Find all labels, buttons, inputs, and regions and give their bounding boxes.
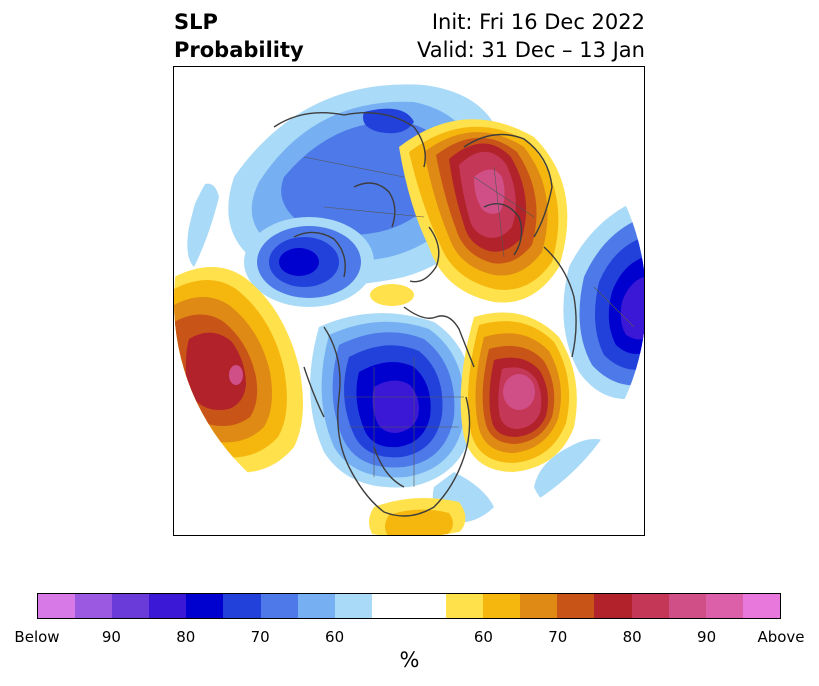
colorbar-segment (75, 594, 113, 618)
colorbar-segment (446, 594, 484, 618)
title-valid-range: Valid: 31 Dec – 13 Jan (416, 38, 645, 62)
colorbar-segment (483, 594, 521, 618)
title-variable: SLP (174, 10, 218, 34)
colorbar-tick-label: 60 (473, 628, 493, 646)
colorbar-segment (334, 594, 372, 618)
colorbar-segment (149, 594, 187, 618)
title-type: Probability (174, 38, 304, 62)
map-title-right: Init: Fri 16 Dec 2022 Valid: 31 Dec – 13… (417, 8, 645, 64)
colorbar-segment (186, 594, 224, 618)
atlantic-high-region (460, 312, 577, 472)
colorbar-segment (668, 594, 706, 618)
colorbar-tick-label: 90 (697, 628, 717, 646)
colorbar-tick-label: 60 (325, 628, 345, 646)
colorbar-tick-label: 80 (622, 628, 642, 646)
colorbar-segment (742, 594, 780, 618)
pacific-streak (187, 183, 219, 267)
colorbar-ticks: Below 90 80 70 60 60 70 80 90 Above (14, 626, 804, 646)
colorbar-segment (705, 594, 743, 618)
siberia-low-region (563, 197, 644, 400)
colorbar-segment (38, 594, 76, 618)
colorbar-tick-label: 70 (250, 628, 270, 646)
north-america-low-region (310, 313, 475, 488)
pacific-low-region (244, 217, 374, 307)
colorbar-segment (223, 594, 261, 618)
colorbar (37, 593, 781, 619)
polar-map (174, 67, 644, 535)
colorbar-tick-label: 70 (548, 628, 568, 646)
colorbar-segment (631, 594, 669, 618)
map-title-left: SLP Probability (174, 8, 304, 64)
map-frame (173, 66, 645, 536)
colorbar-tick-label: Below (14, 628, 60, 646)
colorbar-tick-label: 90 (101, 628, 121, 646)
colorbar-segment (557, 594, 595, 618)
title-init-date: Init: Fri 16 Dec 2022 (431, 10, 645, 34)
colorbar-tick-label: Above (757, 628, 805, 646)
colorbar-unit-label: % (399, 648, 420, 672)
colorbar-tick-label: 80 (176, 628, 196, 646)
colorbar-segment (297, 594, 335, 618)
colorbar-segment (371, 594, 409, 618)
borders (303, 156, 635, 487)
colorbar-segment (520, 594, 558, 618)
colorbar-segment (408, 594, 447, 618)
scandinavia-high-region (399, 119, 568, 303)
colorbar-segment (594, 594, 632, 618)
coastlines (273, 112, 577, 517)
pole-high-blob (370, 284, 414, 306)
colorbar-segment (112, 594, 150, 618)
colorbar-segment (260, 594, 298, 618)
